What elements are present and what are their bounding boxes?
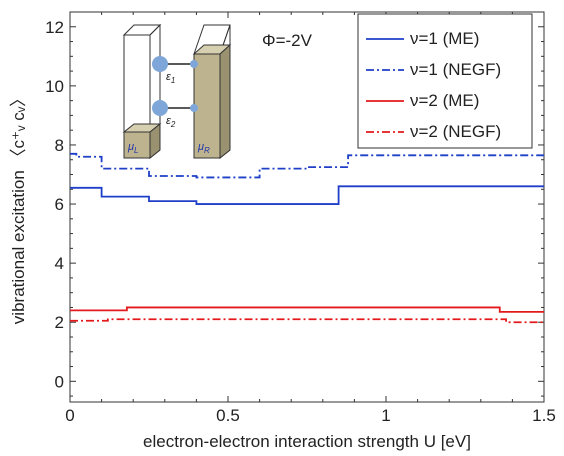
y-tick-label: 8 [55, 136, 64, 155]
legend: ν=1 (ME) ν=1 (NEGF) ν=2 (ME) ν=2 (NEGF) [357, 13, 533, 149]
legend-label-2: ν=1 (NEGF) [410, 60, 501, 79]
series-line-3 [70, 306, 544, 313]
y-tick-label: 10 [45, 77, 64, 96]
legend-label-3: ν=2 (ME) [410, 91, 479, 110]
y-tick-label: 12 [45, 18, 64, 37]
x-tick-label: 0 [65, 406, 74, 425]
level1-right-dot [190, 60, 198, 68]
level1-dot [152, 56, 168, 72]
series-layer [70, 152, 544, 324]
y-tick-label: 4 [55, 254, 64, 273]
y-axis-label: vibrational excitation 〈c⁺ᵥ cᵥ〉 [9, 90, 28, 324]
x-tick-label: 0.5 [216, 406, 240, 425]
left-lead-label: μL [127, 141, 138, 155]
x-tick-label: 1 [381, 406, 390, 425]
inset-diagram: ε1 ε2 μL μR [122, 23, 232, 160]
level2-dot [152, 100, 168, 116]
bias-annotation: Φ=-2V [262, 31, 313, 50]
legend-box [357, 13, 533, 149]
series-line-1 [70, 185, 544, 205]
level2-label: ε2 [166, 115, 176, 129]
legend-label-4: ν=2 (NEGF) [410, 122, 501, 141]
y-tick-label: 6 [55, 195, 64, 214]
plot-frame [69, 11, 545, 403]
legend-items: ν=1 (ME) ν=1 (NEGF) ν=2 (ME) ν=2 (NEGF) [366, 29, 501, 141]
right-lead-label: μR [197, 141, 210, 155]
x-tick-label: 1.5 [532, 406, 556, 425]
series-line-4 [70, 318, 544, 324]
left-lead-block [122, 122, 162, 160]
legend-label-1: ν=1 (ME) [410, 29, 479, 48]
y-tick-label: 0 [55, 372, 64, 391]
plot-area [69, 11, 545, 403]
y-tick-label: 2 [55, 313, 64, 332]
x-axis-label: electron-electron interaction strength U… [143, 432, 471, 451]
level2-right-dot [190, 104, 198, 112]
level1-label: ε1 [166, 71, 175, 85]
series-line-2 [70, 152, 544, 179]
axis-ticks: 0 0.5 1 1.5 0 2 4 6 8 10 12 [45, 11, 556, 425]
right-lead-block [192, 43, 232, 160]
